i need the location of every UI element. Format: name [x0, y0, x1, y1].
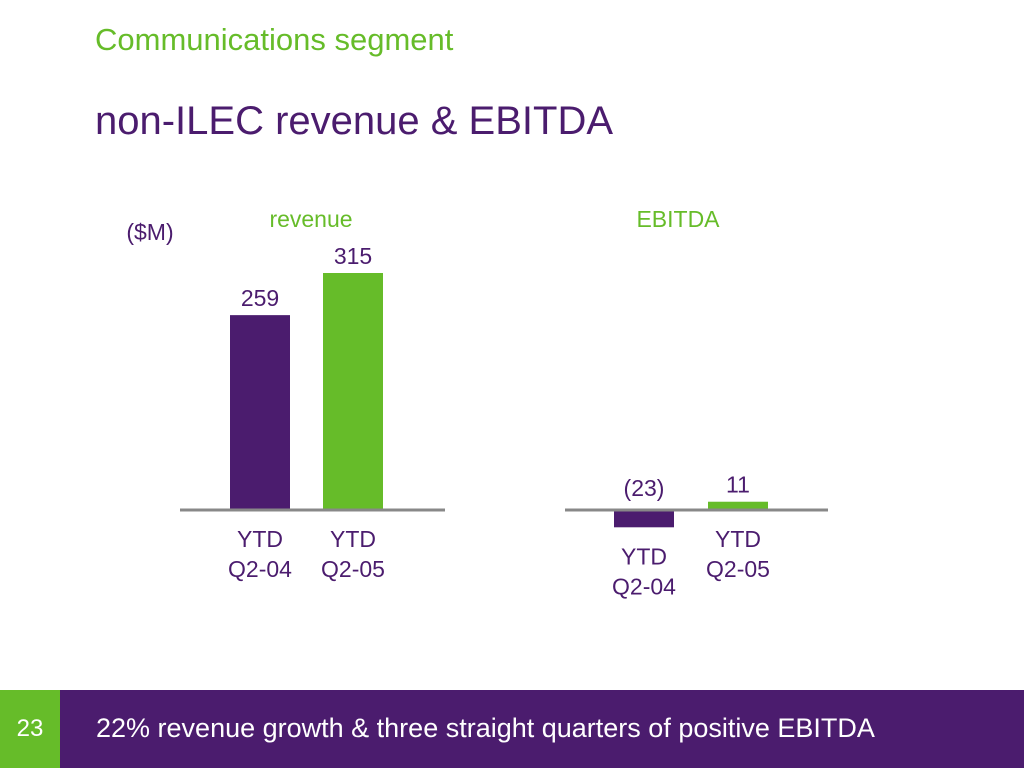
ebitda-category-label-1: YTD Q2-04	[612, 543, 676, 599]
ebitda-bar-1	[614, 510, 674, 528]
revenue-category-label-1: YTD Q2-04	[228, 526, 292, 582]
revenue-value-label-1: 259	[241, 285, 279, 311]
footer-bar: 23 22% revenue growth & three straight q…	[0, 690, 1024, 768]
units-label: ($M)	[126, 219, 173, 245]
slide-kicker: Communications segment	[95, 22, 454, 57]
charts-canvas: ($M) revenue 259 YTD Q2-04 315 YTD Q2-05 EBITD…	[126, 206, 828, 599]
slide-title: non-ILEC revenue & EBITDA	[95, 99, 614, 143]
ebitda-chart: EBITDA (23) YTD Q2-04 11 YTD Q2-05	[565, 206, 828, 599]
revenue-chart: revenue 259 YTD Q2-04 315 YTD Q2-05	[180, 206, 445, 582]
ebitda-bar-2	[708, 501, 768, 510]
revenue-chart-title: revenue	[269, 206, 352, 232]
revenue-bar-1	[230, 315, 290, 510]
ebitda-chart-title: EBITDA	[636, 206, 720, 232]
ebitda-value-label-1: (23)	[624, 475, 665, 501]
revenue-bar-2	[323, 273, 383, 510]
footer-message: 22% revenue growth & three straight quar…	[96, 713, 875, 743]
revenue-value-label-2: 315	[334, 243, 372, 269]
ebitda-value-label-2: 11	[726, 472, 750, 498]
revenue-category-label-2: YTD Q2-05	[321, 526, 385, 582]
ebitda-category-label-2: YTD Q2-05	[706, 526, 770, 582]
page-number: 23	[0, 690, 60, 768]
